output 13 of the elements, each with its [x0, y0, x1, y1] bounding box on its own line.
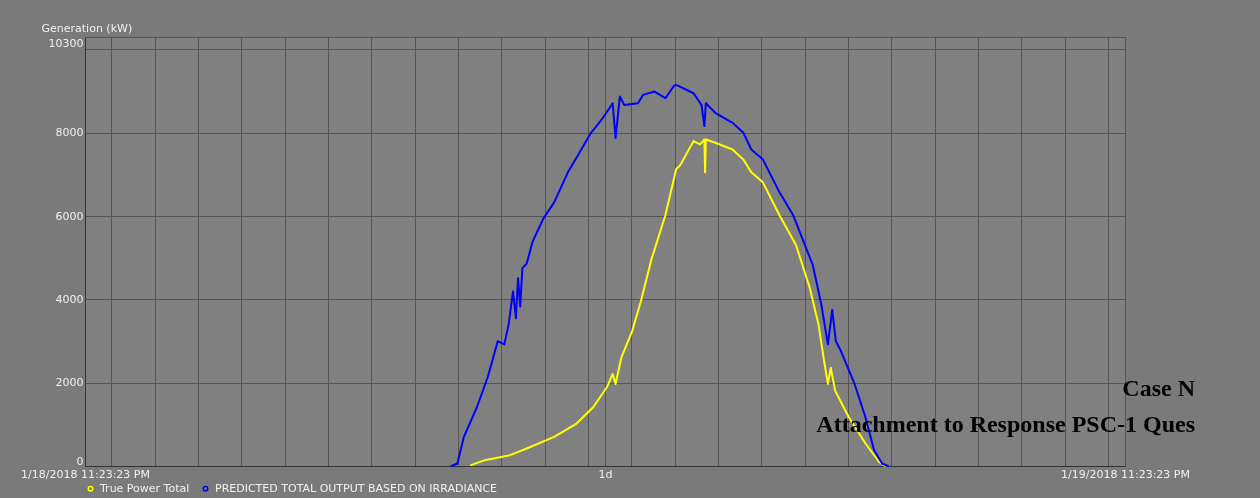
x-tick-label: 1d: [598, 467, 613, 481]
legend-label: True Power Total: [99, 481, 190, 495]
y-tick-label: 4000: [55, 292, 84, 306]
legend-label: PREDICTED TOTAL OUTPUT BASED ON IRRADIANCE: [215, 481, 498, 495]
annotation: Case N: [1122, 375, 1196, 401]
x-tick-label: 1/18/2018 11:23:23 PM: [21, 467, 150, 481]
y-tick-label: 0: [76, 454, 84, 468]
y-tick-label: 2000: [55, 376, 84, 390]
x-tick-label: 1/19/2018 11:23:23 PM: [1061, 467, 1190, 481]
y-tick-label: 6000: [55, 209, 84, 223]
y-axis-title: Generation (kW): [41, 21, 133, 35]
y-tick-label: 8000: [55, 126, 84, 140]
y-tick-label: 10300: [48, 36, 84, 50]
